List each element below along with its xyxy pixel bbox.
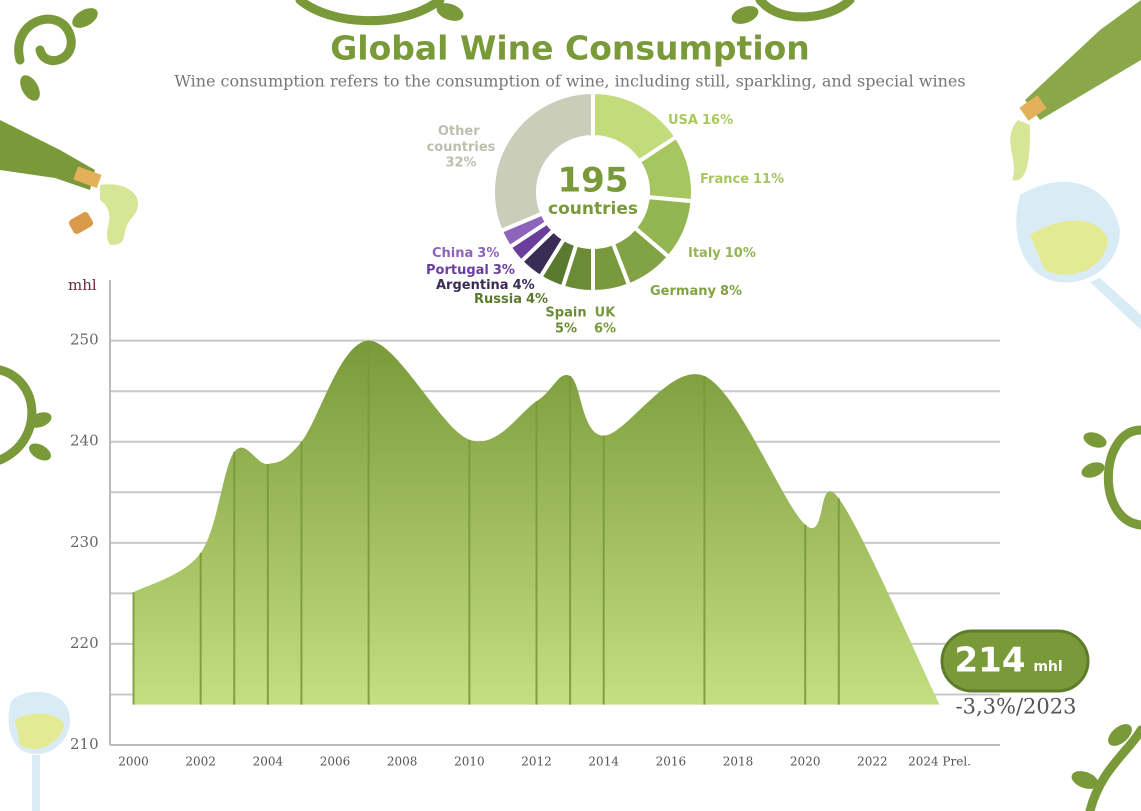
center-value: 195: [558, 161, 629, 201]
donut-label: Russia 4%: [474, 292, 548, 307]
donut-label: China 3%: [432, 246, 499, 261]
category-label: Italy: [688, 246, 721, 261]
value-label: 4%: [526, 292, 548, 307]
x-tick-label: 2020: [790, 755, 821, 769]
category-label: Other countries: [427, 124, 496, 155]
y-tick-label: 210: [70, 735, 99, 753]
value-label: 11%: [753, 172, 784, 187]
category-label: UK: [595, 306, 617, 321]
chart-title: Global Wine Consumption: [330, 29, 810, 68]
donut-label: Portugal 3%: [426, 263, 515, 278]
x-tick-label: 2002: [185, 755, 216, 769]
x-tick-label: 2022: [857, 755, 888, 769]
category-label: Portugal: [426, 263, 489, 278]
donut-label: Italy 10%: [688, 246, 756, 261]
value-label: 3%: [477, 246, 499, 261]
x-tick-label: 2024 Prel.: [908, 755, 971, 769]
donut-segment: [491, 89, 595, 234]
category-label: Russia: [474, 292, 522, 307]
plot: 210 220 230 240 250 2000 2002 2004 2006 2008 2010 2…: [70, 280, 1000, 769]
x-tick-label: 2010: [454, 755, 485, 769]
leaves: [20, 3, 1132, 789]
x-tick-label: 2018: [723, 755, 754, 769]
y-tick-label: 220: [70, 634, 99, 652]
value-label: 16%: [702, 113, 733, 128]
donut-label: France 11%: [700, 172, 784, 187]
x-tick-label: 2012: [521, 755, 552, 769]
y-tick-label: 230: [70, 533, 99, 551]
bottle-left: [0, 120, 139, 245]
category-label: Germany: [650, 284, 716, 299]
category-label: Spain: [545, 306, 586, 321]
glass-right: [1016, 181, 1141, 330]
callout-unit: mhl: [1033, 659, 1062, 675]
category-label: Argentina: [436, 278, 509, 293]
center-label: countries: [548, 199, 638, 219]
bottle-right: [1010, 0, 1141, 181]
value-label: 8%: [720, 284, 742, 299]
value-label: 5%: [555, 322, 577, 337]
value-label: 10%: [725, 246, 756, 261]
donut-label: Argentina 4%: [436, 278, 535, 293]
callout-value: 214: [955, 641, 1026, 681]
value-label: 3%: [493, 263, 515, 278]
glass-left: [8, 691, 70, 811]
x-tick-label: 2014: [588, 755, 619, 769]
y-tick-label: 250: [70, 331, 99, 349]
category-label: France: [700, 172, 749, 187]
callout-box: [940, 629, 1090, 693]
value-label: 6%: [594, 322, 616, 337]
category-label: China: [432, 246, 473, 261]
callout-change: -3,3%/2023: [956, 695, 1077, 719]
value-label: 32%: [445, 156, 476, 171]
chart-subtitle: Wine consumption refers to the consumpti…: [174, 72, 965, 91]
donut-label: USA 16%: [668, 113, 733, 128]
x-tick-label: 2016: [656, 755, 687, 769]
x-tick-label: 2000: [118, 755, 149, 769]
y-tick-label: 240: [70, 432, 99, 450]
donut-label: Germany 8%: [650, 284, 742, 299]
value-label: 4%: [513, 278, 535, 293]
y-axis-label: mhl: [68, 276, 97, 294]
x-tick-label: 2004: [253, 755, 284, 769]
x-tick-label: 2008: [387, 755, 418, 769]
category-label: USA: [668, 113, 698, 128]
x-tick-label: 2006: [320, 755, 351, 769]
